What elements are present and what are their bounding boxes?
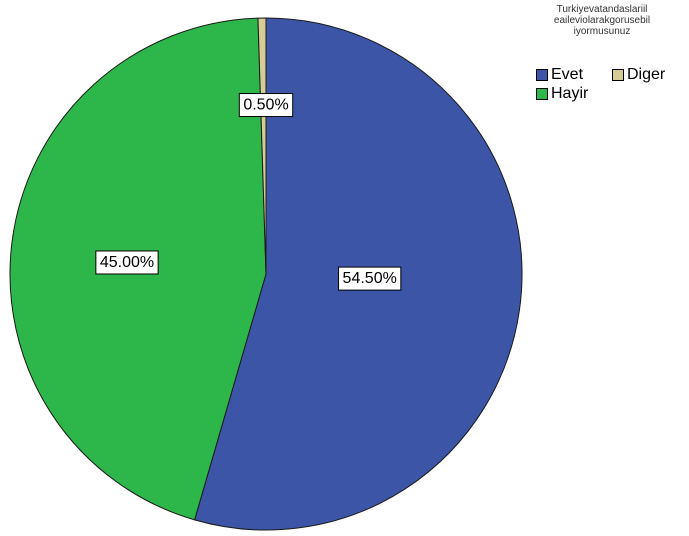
legend-swatch-diger <box>612 69 624 81</box>
data-label-hayir: 45.00% <box>95 250 159 275</box>
legend-title: Turkiyevatandaslariil eaileviolarakgorus… <box>520 4 684 37</box>
legend-title-line: Turkiyevatandaslariil <box>556 4 648 15</box>
legend-item-diger: Diger <box>612 66 665 84</box>
legend-item-hayir: Hayir <box>536 85 588 103</box>
legend-title-line: iyormusunuz <box>573 26 631 37</box>
legend-label-evet: Evet <box>551 66 584 83</box>
pie-data-labels: 54.50% 45.00% 0.50% <box>95 93 402 291</box>
legend-swatch-hayir <box>536 88 548 100</box>
legend-title-line: eaileviolarakgorusebil <box>553 15 651 26</box>
data-label-text: 54.50% <box>343 270 397 287</box>
data-label-text: 45.00% <box>100 254 154 271</box>
data-label-box <box>238 93 294 118</box>
data-label-box <box>95 250 159 275</box>
legend-label-diger: Diger <box>627 66 666 83</box>
data-label-text: 0.50% <box>243 97 288 114</box>
legend-item-evet: Evet <box>536 66 583 84</box>
pie-slice-diger <box>257 17 267 275</box>
data-label-diger: 0.50% <box>238 93 294 118</box>
data-label-box <box>338 266 402 291</box>
data-label-evet: 54.50% <box>338 266 402 291</box>
legend-swatch-evet <box>536 69 548 81</box>
legend-label-hayir: Hayir <box>551 85 589 102</box>
